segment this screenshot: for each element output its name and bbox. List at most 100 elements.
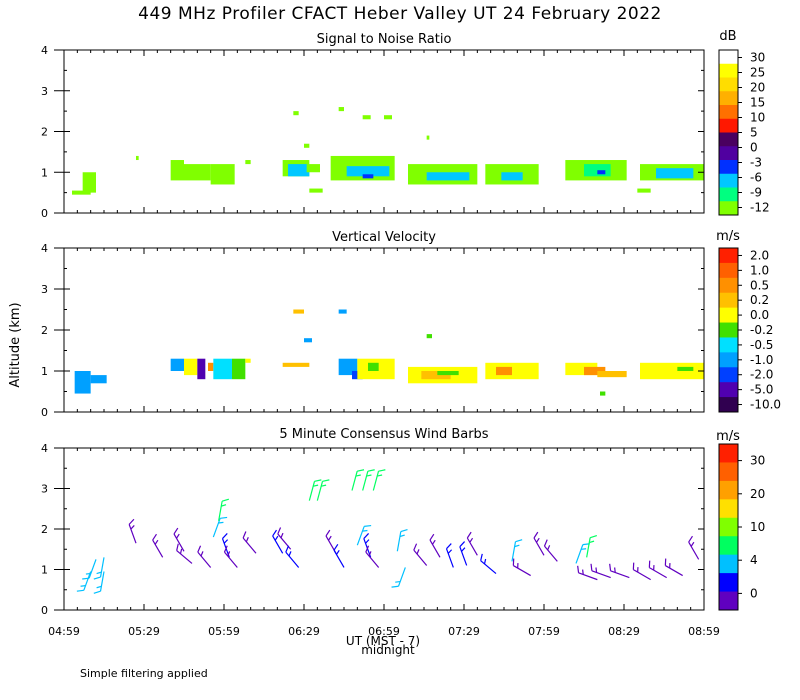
data-cell (656, 168, 694, 179)
data-cell (293, 309, 304, 314)
wind-barb (223, 545, 238, 568)
wind-barb (664, 558, 683, 577)
colorbar-segment (719, 146, 738, 161)
colorbar-label: 30 (750, 51, 765, 65)
colorbar-segment (719, 201, 738, 216)
x-tick-label: 07:29 (448, 625, 480, 638)
data-cell (90, 375, 107, 384)
colorbar-segment (719, 63, 738, 78)
colorbar-label: 0.5 (750, 278, 769, 292)
colorbar-label: 0 (750, 586, 758, 600)
wind-barb (76, 571, 92, 592)
colorbar-segment (719, 573, 738, 593)
data-cell (352, 371, 363, 380)
wind-barb (429, 533, 441, 558)
colorbar-label: 20 (750, 81, 765, 95)
footnote: Simple filtering applied (80, 667, 208, 680)
wind-barbs-panel: 5 Minute Consensus Wind Barbs m/s 0 1 2 3 4 30 2… (41, 427, 765, 638)
colorbar-segment (719, 118, 738, 133)
wind-barb (459, 541, 468, 566)
panel-title: Signal to Noise Ratio (317, 32, 452, 47)
data-cell (184, 164, 211, 181)
colorbar-segment (719, 77, 738, 92)
vertical-velocity-panel: Vertical Velocity m/s 0 1 2 3 4 2.01.00.50.20.0… (41, 229, 781, 419)
wind-barb (533, 531, 545, 556)
data-cell (208, 362, 214, 371)
data-cell (496, 366, 512, 376)
data-cell (304, 143, 310, 148)
data-cell (426, 135, 430, 140)
colorbar-label: -12 (750, 201, 770, 215)
y-tick-label: 0 (41, 406, 48, 419)
colorbar-units: m/s (716, 229, 740, 244)
wind-barb (391, 567, 406, 588)
data-cell (362, 174, 374, 179)
colorbar-segment (719, 105, 738, 120)
data-cell (82, 172, 96, 193)
colorbar-label: 20 (750, 487, 765, 501)
x-tick-label: 05:59 (208, 625, 240, 638)
data-cell (437, 371, 459, 376)
y-tick-label: 2 (41, 126, 48, 139)
colorbar-label: 15 (750, 96, 765, 110)
data-cell (597, 170, 606, 175)
wind-barb (173, 527, 185, 552)
data-cell (282, 362, 310, 367)
wind-barb (590, 563, 611, 579)
colorbar-segment (719, 499, 738, 519)
data-cell (501, 172, 523, 181)
wind-barb (480, 553, 497, 575)
wind-barb (308, 479, 322, 501)
colorbar-segment (719, 367, 738, 383)
main-title: 449 MHz Profiler CFACT Heber Valley UT 2… (138, 4, 662, 24)
colorbar-segment (719, 480, 738, 500)
y-tick-label: 2 (41, 324, 48, 337)
y-tick-label: 4 (41, 442, 48, 455)
colorbar-label: -5.0 (750, 383, 773, 397)
data-cell (421, 371, 451, 380)
colorbar-label: -1.0 (750, 353, 773, 367)
data-cell (597, 371, 627, 378)
panel-title: Vertical Velocity (332, 230, 436, 245)
data-cell (677, 366, 694, 371)
data-cell (426, 172, 470, 181)
data-cell (288, 164, 310, 177)
colorbar-segment (719, 352, 738, 368)
data-cell (306, 164, 320, 173)
wind-barb (212, 516, 228, 538)
x-tick-label: 06:29 (288, 625, 320, 638)
y-tick-label: 4 (41, 242, 48, 255)
wind-barb (372, 469, 386, 491)
data-cell (72, 190, 91, 195)
y-tick-label: 0 (41, 207, 48, 220)
colorbar-label: 5 (750, 126, 758, 140)
wind-barb (445, 543, 454, 568)
wind-barb (466, 531, 478, 556)
data-cell (304, 338, 312, 343)
colorbar-label: -2.0 (750, 368, 773, 382)
colorbar-label: 0 (750, 141, 758, 155)
colorbar-label: -6 (750, 171, 762, 185)
colorbar-segment (719, 173, 738, 188)
data-cell (368, 362, 379, 371)
wind-barb (688, 535, 700, 560)
plot-frame (63, 49, 705, 214)
colorbar-label: -10.0 (750, 398, 781, 412)
colorbar-label: 30 (750, 454, 765, 468)
colorbar-label: -3 (750, 156, 762, 170)
y-tick-label: 3 (41, 85, 48, 98)
data-cell (338, 107, 344, 112)
wind-barb (396, 528, 408, 552)
wind-barb (272, 529, 284, 554)
wind-barb (176, 543, 193, 564)
data-cell (293, 111, 299, 116)
colorbar-segment (719, 591, 738, 611)
colorbar-segment (719, 262, 738, 279)
wind-barb (93, 557, 105, 580)
wind-barb (356, 524, 372, 546)
data-cell (245, 358, 251, 363)
wind-barb (351, 469, 365, 491)
y-tick-label: 3 (41, 483, 48, 496)
colorbar-segment (719, 91, 738, 106)
